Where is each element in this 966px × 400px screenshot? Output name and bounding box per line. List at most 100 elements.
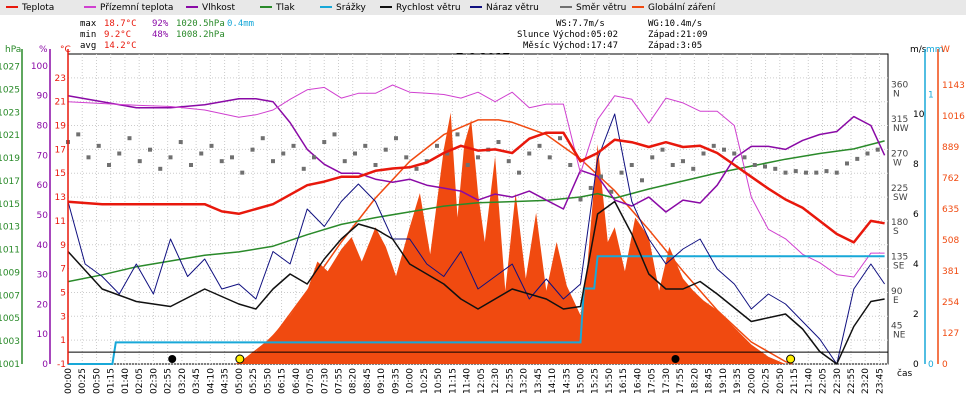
axis-tick-time: 00:00	[64, 368, 74, 394]
axis-tick-time: 22:55	[847, 368, 857, 394]
wind-direction-point	[404, 155, 409, 160]
series-pressure	[67, 140, 885, 283]
axis-tick-radiation: 254	[942, 298, 959, 308]
axis-tick-time: 17:55	[676, 368, 686, 394]
stat-min-humidity: 48%	[152, 30, 169, 40]
axis-unit-left: %	[39, 45, 48, 55]
axis-tick-time: 04:10	[206, 368, 216, 394]
axis-tick-radiation: 127	[942, 329, 959, 339]
series-global-radiation	[68, 112, 885, 364]
stats-panel: max 18.7°C 92% 1020.5hPa 0.4mm min 9.2°C…	[80, 19, 708, 51]
axis-tick-radiation: 889	[942, 143, 959, 153]
axis-tick-label-left: 1017	[0, 177, 20, 187]
axis-tick-wind: 2	[913, 310, 919, 320]
wind-direction-point	[691, 166, 696, 171]
wind-direction-point	[824, 169, 829, 174]
axis-tick-time: 07:55	[335, 368, 345, 394]
axis-tick-label-left: 40	[37, 241, 49, 251]
axis-tick-label-left: -1	[57, 360, 66, 370]
wind-direction-point	[455, 132, 460, 137]
axis-tick-precip: 1	[928, 90, 934, 100]
axis-tick-label-left: 90	[37, 92, 49, 102]
wind-direction-point	[394, 136, 398, 141]
axis-tick-label-left: 1025	[0, 85, 20, 95]
wind-direction-point	[322, 140, 327, 145]
wind-direction-point	[619, 170, 624, 175]
wind-direction-point	[650, 155, 655, 160]
axis-tick-label-left: 30	[37, 271, 49, 281]
axis-tick-label-left: 1011	[0, 246, 20, 256]
axis-tick-time: 14:10	[548, 368, 558, 394]
axis-tick-label-left: 1005	[0, 314, 20, 324]
axis-tick-time: 20:25	[762, 368, 772, 394]
wind-direction-point	[373, 162, 378, 167]
axis-tick-label-left: 0	[42, 360, 48, 370]
wind-direction-point	[793, 169, 798, 174]
wind-direction-point	[804, 170, 808, 175]
wind-direction-point	[558, 136, 562, 141]
stat-max-label: max	[80, 19, 97, 29]
axis-tick-time: 05:50	[263, 368, 273, 394]
axis-tick-time: 14:35	[562, 368, 572, 394]
stat-moon-label: Měsíc	[523, 41, 550, 51]
axis-tick-time: 17:30	[662, 368, 672, 394]
wind-direction-point	[445, 151, 450, 156]
axis-tick-direction-label: SW	[893, 193, 908, 203]
axis-tick-label-left: 1007	[0, 291, 20, 301]
axis-tick-time: 15:00	[577, 368, 587, 394]
wind-direction-point	[629, 162, 634, 167]
wind-direction-point	[476, 155, 480, 160]
axis-tick-label-left: 17	[55, 145, 66, 155]
legend-bg	[0, 0, 966, 15]
axis-tick-time: 22:05	[819, 368, 829, 394]
wind-direction-point	[752, 162, 757, 167]
moon-icon	[671, 355, 680, 363]
axis-tick-label-left: 1	[60, 336, 66, 346]
axis-tick-label-left: 21	[55, 98, 66, 108]
axis-tick-time: 06:15	[278, 368, 288, 394]
wind-direction-point	[158, 166, 163, 171]
wind-direction-point	[783, 170, 788, 175]
axis-tick-time: 11:40	[463, 368, 473, 394]
wind-direction-point	[148, 147, 152, 152]
axis-tick-time: 09:10	[377, 368, 387, 394]
axis-tick-label-left: 13	[55, 193, 66, 203]
wind-direction-point	[230, 155, 234, 160]
axis-tick-label-left: 100	[31, 62, 48, 72]
axis-unit-precip: mm	[926, 45, 944, 55]
axis-tick-label-left: 60	[37, 181, 49, 191]
wind-direction-point	[681, 159, 685, 164]
series-precipitation	[68, 255, 885, 365]
wind-direction-point	[435, 143, 439, 148]
wind-direction-point	[383, 147, 388, 152]
axis-tick-time: 05:00	[235, 368, 245, 394]
axis-tick-direction-value: 45	[891, 322, 902, 332]
wind-direction-point	[496, 140, 501, 145]
axis-tick-time: 03:45	[192, 368, 202, 394]
wind-direction-point	[363, 143, 368, 148]
axis-tick-radiation: 635	[942, 205, 959, 215]
axis-tick-label-left: 1015	[0, 200, 20, 210]
axis-tick-time: 02:30	[149, 368, 159, 394]
series-ground-temperature	[67, 84, 885, 278]
axis-tick-label-left: 20	[37, 300, 49, 310]
wind-direction-point	[599, 174, 603, 179]
plot-area	[66, 53, 889, 365]
axis-tick-direction-label: E	[893, 296, 899, 306]
series-temperature	[67, 131, 885, 244]
axis-tick-time: 21:15	[790, 368, 800, 394]
axis-tick-label-left: 80	[37, 122, 49, 132]
wind-direction-point	[178, 140, 183, 145]
axis-tick-direction-value: 225	[891, 184, 908, 194]
wind-direction-point	[168, 155, 173, 160]
axes: hPa1001100310051007100910111013101510171…	[0, 45, 965, 394]
axis-tick-time: 22:30	[833, 368, 843, 394]
wind-direction-point	[117, 151, 122, 156]
wind-direction-point	[732, 151, 737, 156]
axis-tick-time: 16:40	[633, 368, 643, 394]
wind-direction-point	[517, 170, 521, 175]
axis-tick-time: 13:45	[534, 368, 544, 394]
